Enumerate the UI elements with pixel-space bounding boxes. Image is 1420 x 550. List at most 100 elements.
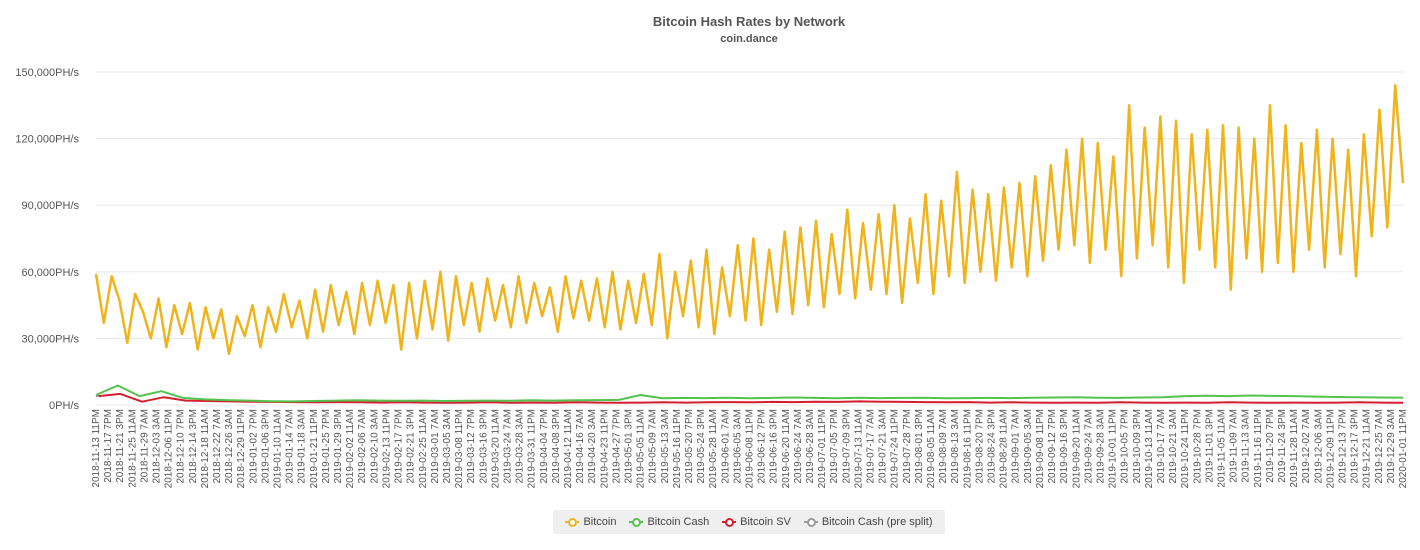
x-tick-label: 2019-09-05 3AM — [1023, 409, 1034, 484]
x-tick-label: 2019-11-05 11AM — [1216, 409, 1227, 488]
x-tick-label: 2019-04-12 11AM — [563, 409, 574, 488]
legend-marker-icon — [722, 518, 737, 527]
series-line-bitcoin-cash[interactable] — [95, 384, 1404, 403]
x-tick-label: 2019-03-31 11PM — [527, 409, 538, 488]
series-line-bitcoin-sv[interactable] — [98, 392, 1404, 404]
x-tick-label: 2019-08-05 11AM — [926, 409, 937, 488]
x-tick-label: 2019-10-28 7PM — [1192, 409, 1203, 484]
legend-label: Bitcoin Cash (pre split) — [821, 516, 933, 528]
x-tick-label: 2019-10-13 11AM — [1144, 409, 1155, 488]
x-tick-label: 2018-11-25 11AM — [127, 409, 138, 488]
x-tick-label: 2019-08-13 3AM — [950, 409, 961, 484]
x-tick-label: 2019-04-27 7PM — [611, 409, 622, 484]
legend-item-bitcoin-cash[interactable]: Bitcoin Cash — [629, 516, 709, 528]
x-tick-label: 2019-01-18 3AM — [297, 409, 308, 484]
x-tick-label: 2019-07-21 3AM — [878, 409, 889, 484]
x-tick-label: 2019-03-01 7AM — [430, 409, 441, 484]
x-tick-label: 2019-09-12 7PM — [1047, 409, 1058, 484]
x-tick-label: 2019-01-14 7AM — [285, 409, 296, 484]
x-tick-label: 2018-12-29 11PM — [236, 409, 247, 488]
x-tick-label: 2019-12-21 11AM — [1362, 409, 1373, 488]
x-tick-label: 2019-09-01 7AM — [1011, 409, 1022, 484]
x-tick-label: 2019-12-13 7PM — [1337, 409, 1348, 484]
x-tick-label: 2019-01-10 11AM — [273, 409, 284, 488]
x-tick-label: 2019-11-28 11AM — [1289, 409, 1300, 488]
y-tick-label: 90,000PH/s — [22, 200, 80, 212]
x-tick-label: 2019-04-20 3AM — [587, 409, 598, 484]
x-tick-label: 2018-12-14 3PM — [188, 409, 199, 484]
x-tick-label: 2019-12-02 7AM — [1301, 409, 1312, 484]
x-tick-label: 2019-02-06 7AM — [357, 409, 368, 484]
x-tick-label: 2019-10-05 7PM — [1120, 409, 1131, 484]
x-tick-label: 2019-02-17 7PM — [394, 409, 405, 484]
legend-label: Bitcoin SV — [740, 516, 791, 528]
legend-item-bitcoin[interactable]: Bitcoin — [565, 516, 617, 528]
x-tick-label: 2019-02-13 11PM — [381, 409, 392, 488]
x-tick-label: 2019-10-17 7AM — [1156, 409, 1167, 484]
x-tick-label: 2019-08-20 7PM — [974, 409, 985, 484]
y-tick-label: 150,000PH/s — [15, 67, 79, 79]
legend-item-bitcoin-sv[interactable]: Bitcoin SV — [722, 516, 791, 528]
x-tick-label: 2019-08-09 7AM — [938, 409, 949, 484]
x-tick-label: 2019-12-17 3PM — [1350, 409, 1361, 484]
x-tick-label: 2019-05-16 11PM — [672, 409, 683, 488]
x-tick-label: 2019-05-09 7AM — [648, 409, 659, 484]
x-tick-label: 2019-08-16 11PM — [962, 409, 973, 488]
x-tick-label: 2019-10-09 3PM — [1132, 409, 1143, 484]
x-tick-label: 2019-07-24 11PM — [890, 409, 901, 488]
legend-marker-icon — [565, 518, 580, 527]
series-line-bitcoin[interactable] — [94, 84, 1405, 356]
x-tick-label: 2019-07-13 11AM — [853, 409, 864, 488]
x-tick-label: 2019-04-16 7AM — [575, 409, 586, 484]
x-tick-label: 2019-08-01 3PM — [914, 409, 925, 484]
x-tick-label: 2019-06-12 7PM — [757, 409, 768, 484]
x-tick-label: 2018-11-29 7AM — [139, 409, 150, 483]
x-tick-label: 2019-06-28 3AM — [805, 409, 816, 484]
x-tick-label: 2019-08-24 3PM — [987, 409, 998, 484]
y-axis: 0PH/s 30,000PH/s 60,000PH/s 90,000PH/s 120,0… — [15, 67, 79, 412]
x-tick-label: 2019-09-28 3AM — [1095, 409, 1106, 484]
x-tick-label: 2019-12-09 11PM — [1325, 409, 1336, 488]
legend-item-bitcoin-cash-pre-split[interactable]: Bitcoin Cash (pre split) — [803, 516, 933, 528]
x-tick-label: 2019-07-09 3PM — [841, 409, 852, 484]
x-tick-label: 2020-01-01 11PM — [1398, 409, 1409, 488]
x-tick-label: 2019-06-16 3PM — [769, 409, 780, 484]
x-tick-label: 2019-05-24 3PM — [696, 409, 707, 484]
grid — [96, 71, 1403, 406]
y-tick-label: 60,000PH/s — [22, 267, 80, 279]
y-tick-label: 120,000PH/s — [15, 134, 79, 146]
x-tick-label: 2019-04-23 11PM — [599, 409, 610, 488]
x-tick-label: 2019-09-24 7AM — [1083, 409, 1094, 484]
x-tick-label: 2019-12-06 3AM — [1313, 409, 1324, 484]
x-tick-label: 2019-12-29 3AM — [1386, 409, 1397, 484]
x-tick-label: 2019-03-20 11AM — [490, 409, 501, 488]
x-tick-label: 2019-11-24 3PM — [1277, 409, 1288, 483]
x-tick-label: 2019-09-20 11AM — [1071, 409, 1082, 488]
x-tick-label: 2019-02-25 11AM — [418, 409, 429, 488]
x-tick-label: 2019-11-01 3PM — [1204, 409, 1215, 483]
x-tick-label: 2019-01-02 7PM — [248, 409, 259, 484]
x-tick-label: 2018-12-26 3AM — [224, 409, 235, 484]
x-tick-label: 2019-11-09 7AM — [1229, 409, 1240, 483]
x-tick-label: 2019-12-25 7AM — [1374, 409, 1385, 484]
x-tick-label: 2019-01-25 7PM — [321, 409, 332, 484]
x-tick-label: 2019-03-24 7AM — [502, 409, 513, 484]
x-tick-label: 2019-06-24 7AM — [793, 409, 804, 484]
plot-area — [94, 84, 1405, 404]
x-tick-label: 2019-09-16 3PM — [1059, 409, 1070, 484]
x-tick-label: 2018-11-17 7PM — [103, 409, 114, 483]
y-tick-label: 0PH/s — [49, 400, 79, 412]
x-tick-label: 2019-09-08 11PM — [1035, 409, 1046, 488]
x-tick-label: 2019-01-29 3PM — [333, 409, 344, 484]
x-tick-label: 2019-11-13 3AM — [1241, 409, 1252, 483]
x-tick-label: 2019-07-05 7PM — [829, 409, 840, 484]
x-tick-label: 2019-07-28 7PM — [902, 409, 913, 484]
x-tick-label: 2019-03-16 3PM — [478, 409, 489, 484]
x-tick-label: 2019-08-28 11AM — [999, 409, 1010, 488]
x-tick-label: 2018-12-06 11PM — [164, 409, 175, 488]
legend-marker-icon — [803, 518, 818, 527]
x-tick-label: 2019-06-08 11PM — [745, 409, 756, 488]
x-tick-label: 2019-03-08 11PM — [454, 409, 465, 488]
x-tick-label: 2019-03-28 3AM — [515, 409, 526, 484]
